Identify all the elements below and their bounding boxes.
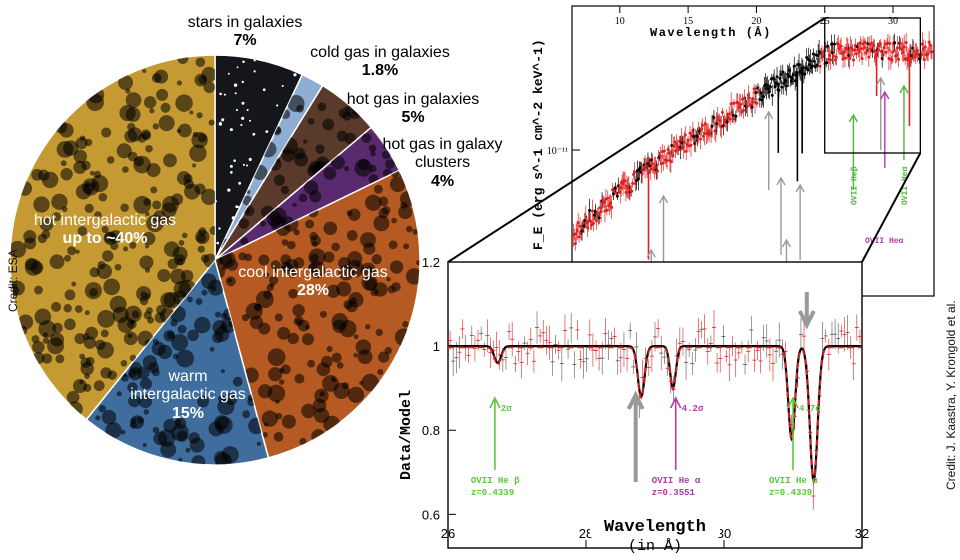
- bottom-xlabel-line1: Wavelength: [590, 518, 720, 537]
- bottom-xtick-label: 26: [440, 526, 456, 541]
- bottom-data-points: [448, 309, 862, 510]
- top-label-ovii-hea-magenta: OVII Heα: [865, 237, 904, 246]
- annotation-line2-2: z=0.4339: [769, 488, 812, 498]
- annotation-line2-0: z=0.4339: [471, 488, 514, 498]
- top-xtick-label: 15: [683, 16, 693, 27]
- annotation-sigma-1: 4.2σ: [682, 404, 704, 414]
- top-xtick-label: 10: [615, 16, 625, 27]
- label-galaxy-clusters: hot gas in galaxy clusters 4%: [382, 136, 503, 190]
- label-cool-igm: cool intergalactic gas 28%: [238, 264, 388, 300]
- top-xtick-label: 30: [888, 16, 898, 27]
- pie-texture-4: [215, 170, 420, 446]
- bottom-ytick-label: 0.8: [422, 423, 440, 438]
- annotation-line1-2: OVII He α: [769, 476, 818, 486]
- annotation-sigma-0: 2σ: [501, 404, 512, 414]
- annotation-line1-1: OVII He α: [652, 476, 701, 486]
- bottom-xtick-label: 28: [578, 526, 594, 541]
- bottom-xtick-label: 32: [854, 526, 870, 541]
- top-ytick-label: 10⁻¹¹: [547, 146, 568, 157]
- annotation-line1-0: OVII He β: [471, 476, 520, 486]
- pie-texture-3: [240, 133, 395, 246]
- pie-texture-5: [95, 273, 265, 465]
- gray-arrow-head-0: [626, 390, 645, 410]
- annotation-line2-1: z=0.3551: [652, 488, 696, 498]
- top-panel-frame: [571, 5, 935, 297]
- credit-kaastra: Credit: J. Kaastra, Y. Krongold et al.: [944, 300, 958, 490]
- top-xlabel: Wavelength (Å): [650, 25, 772, 40]
- zoom-box: [824, 17, 921, 154]
- top-arrow-9: [899, 84, 909, 160]
- label-hot-gas-galaxies: hot gas in galaxies 5%: [346, 91, 480, 127]
- pie-chart: [9, 54, 421, 466]
- top-label-ovii-heb: OVII Heβ: [850, 166, 859, 205]
- pie-texture-0: [215, 59, 297, 245]
- top-arrow-5: [795, 183, 805, 260]
- pie-outline: [9, 54, 421, 466]
- bottom-xlabel-line2: (in Å): [627, 538, 682, 555]
- top-arrow-7: [876, 76, 886, 150]
- annotation-sigma-2: 4.7σ: [799, 404, 821, 414]
- top-arrow-1: [658, 194, 669, 270]
- connector-right: [861, 152, 922, 263]
- top-ylabel: F_E (erg s^-1 cm^-2 keV^-1): [531, 39, 546, 250]
- connector-left: [447, 17, 826, 263]
- annotation-1: 4.2σ OVII He α z=0.3551: [652, 396, 704, 498]
- label-hot-igm: hot intergalactic gas up to ~40%: [33, 212, 177, 248]
- top-label-ovii-hea-green: OVII Heα: [901, 166, 910, 205]
- top-spectrum-points: [571, 31, 934, 251]
- bottom-ytick-label: 1.2: [422, 255, 440, 270]
- top-arrow-2: [776, 176, 786, 255]
- top-arrow-4: [764, 110, 774, 190]
- label-warm-igm: warm intergalactic gas 15%: [130, 368, 246, 422]
- label-cold-gas: cold gas in galaxies 1.8%: [310, 44, 450, 80]
- bottom-xtick-label: 30: [716, 526, 732, 541]
- annotation-0: 2σ OVII He β z=0.4339: [471, 396, 520, 498]
- gray-arrow-head-1: [798, 310, 816, 330]
- bottom-ytick-label: 1: [433, 339, 440, 354]
- top-arrow-8: [880, 90, 890, 168]
- annotation-2: 4.7σ OVII He α z=0.4339: [769, 396, 821, 498]
- label-stars: stars in galaxies 7%: [187, 14, 303, 50]
- bottom-ylabel: Data/Model: [398, 390, 415, 480]
- bottom-ytick-label: 0.6: [422, 507, 440, 522]
- top-xtick-label: 20: [751, 16, 761, 27]
